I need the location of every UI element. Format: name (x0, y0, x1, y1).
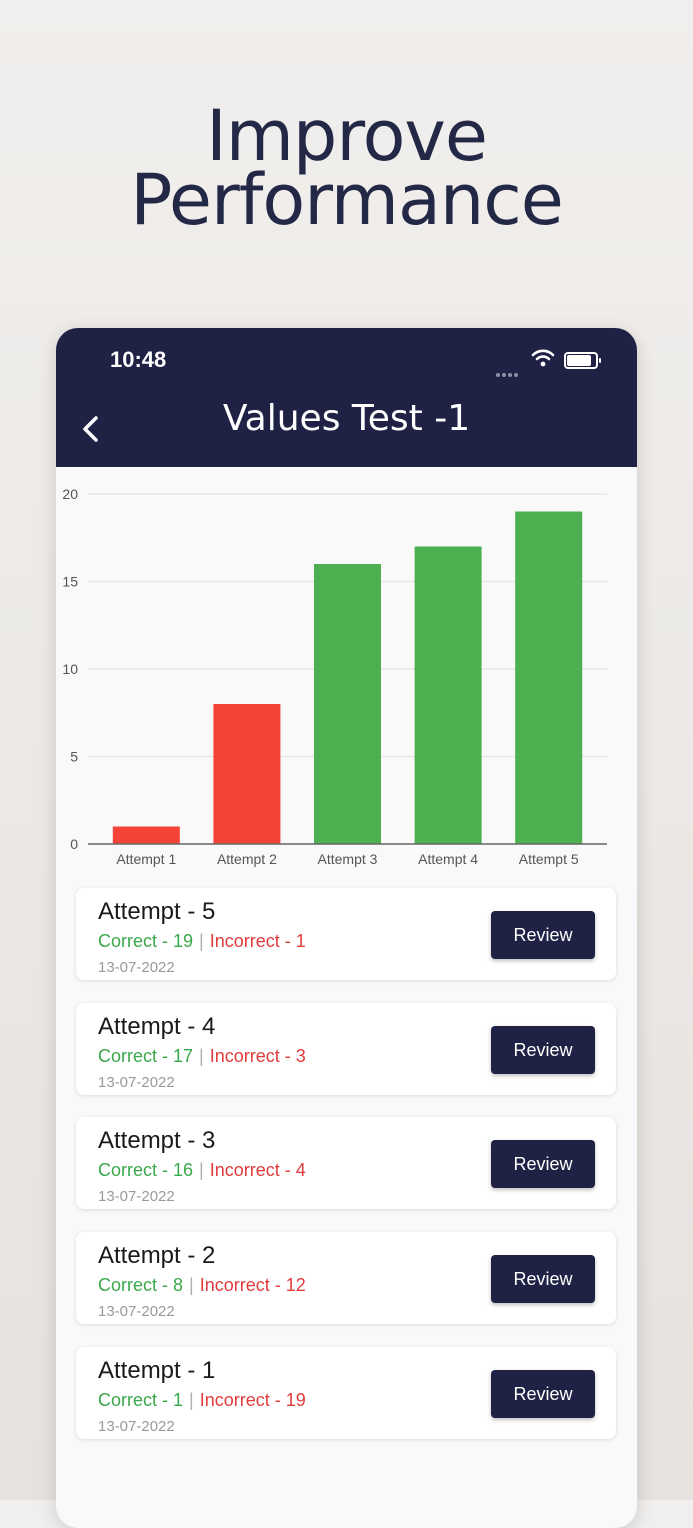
correct-count: Correct - 8 (98, 1275, 184, 1295)
incorrect-count: Incorrect - 3 (209, 1046, 306, 1066)
result-separator: | (189, 1275, 194, 1295)
bar (314, 564, 381, 844)
battery-icon (564, 352, 601, 369)
correct-count: Correct - 17 (98, 1046, 194, 1066)
attempt-label: Attempt - 2 (98, 1242, 216, 1269)
attempt-label: Attempt - 3 (98, 1127, 216, 1154)
x-tick-label: Attempt 1 (116, 851, 176, 867)
result-separator: | (189, 1390, 194, 1410)
correct-count: Correct - 19 (98, 931, 194, 951)
attempt-card: Attempt - 4 Correct - 17 | Incorrect - 3 13-… (76, 1003, 616, 1095)
x-tick-label: Attempt 5 (519, 851, 579, 867)
phone-frame: 10:48 Values Test -1 0 5 10 15 20 Attempt 1 At… (56, 328, 637, 1528)
headline: Improve Performance (0, 95, 693, 241)
attempt-date: 13-07-2022 (98, 1303, 175, 1320)
review-button[interactable]: Review (491, 1140, 595, 1188)
attempt-date: 13-07-2022 (98, 1418, 175, 1435)
bar (515, 511, 583, 844)
attempt-result: Correct - 19 | Incorrect - 1 (98, 931, 306, 952)
back-arrow-icon[interactable] (80, 414, 102, 444)
incorrect-count: Incorrect - 1 (209, 931, 306, 951)
x-tick-label: Attempt 2 (217, 851, 277, 867)
attempt-date: 13-07-2022 (98, 1188, 175, 1205)
attempts-bar-chart: 0 5 10 15 20 Attempt 1 Attempt 2 Attempt 3 Attem… (62, 486, 607, 867)
bar (414, 546, 482, 844)
page-title: Values Test -1 (222, 398, 471, 439)
x-tick-label: Attempt 3 (318, 851, 378, 867)
attempt-card: Attempt - 2 Correct - 8 | Incorrect - 12 13-… (76, 1232, 616, 1324)
attempt-result: Correct - 1 | Incorrect - 19 (98, 1390, 306, 1411)
correct-count: Correct - 1 (98, 1390, 184, 1410)
review-button[interactable]: Review (491, 1026, 595, 1074)
attempt-date: 13-07-2022 (98, 1074, 175, 1091)
result-separator: | (199, 931, 204, 951)
y-tick-label: 20 (62, 486, 78, 502)
wifi-icon (531, 349, 555, 367)
attempt-card: Attempt - 1 Correct - 1 | Incorrect - 19 13-… (76, 1347, 616, 1439)
incorrect-count: Incorrect - 12 (199, 1275, 306, 1295)
attempt-card: Attempt - 3 Correct - 16 | Incorrect - 4 13-… (76, 1117, 616, 1209)
headline-line-1: Improve (206, 95, 488, 177)
attempt-result: Correct - 17 | Incorrect - 3 (98, 1046, 306, 1067)
review-button[interactable]: Review (491, 1370, 595, 1418)
incorrect-count: Incorrect - 19 (199, 1390, 306, 1410)
result-separator: | (199, 1160, 204, 1180)
attempt-result: Correct - 8 | Incorrect - 12 (98, 1275, 306, 1296)
attempt-result: Correct - 16 | Incorrect - 4 (98, 1160, 306, 1181)
headline-line-2: Performance (130, 159, 564, 241)
attempt-label: Attempt - 5 (98, 898, 216, 925)
y-tick-label: 15 (62, 574, 78, 590)
correct-count: Correct - 16 (98, 1160, 194, 1180)
bar (213, 704, 281, 844)
y-tick-label: 0 (70, 836, 78, 852)
bar (112, 826, 180, 844)
x-tick-label: Attempt 4 (418, 851, 478, 867)
attempt-label: Attempt - 1 (98, 1357, 216, 1384)
signal-icon (496, 364, 520, 382)
y-tick-label: 5 (70, 749, 78, 765)
result-separator: | (199, 1046, 204, 1066)
attempt-card: Attempt - 5 Correct - 19 | Incorrect - 1 13-… (76, 888, 616, 980)
review-button[interactable]: Review (491, 1255, 595, 1303)
y-tick-label: 10 (62, 661, 78, 677)
attempt-label: Attempt - 4 (98, 1013, 216, 1040)
app-bar: 10:48 Values Test -1 (56, 328, 637, 467)
status-time: 10:48 (110, 347, 167, 372)
attempt-date: 13-07-2022 (98, 959, 175, 976)
review-button[interactable]: Review (491, 911, 595, 959)
incorrect-count: Incorrect - 4 (209, 1160, 306, 1180)
